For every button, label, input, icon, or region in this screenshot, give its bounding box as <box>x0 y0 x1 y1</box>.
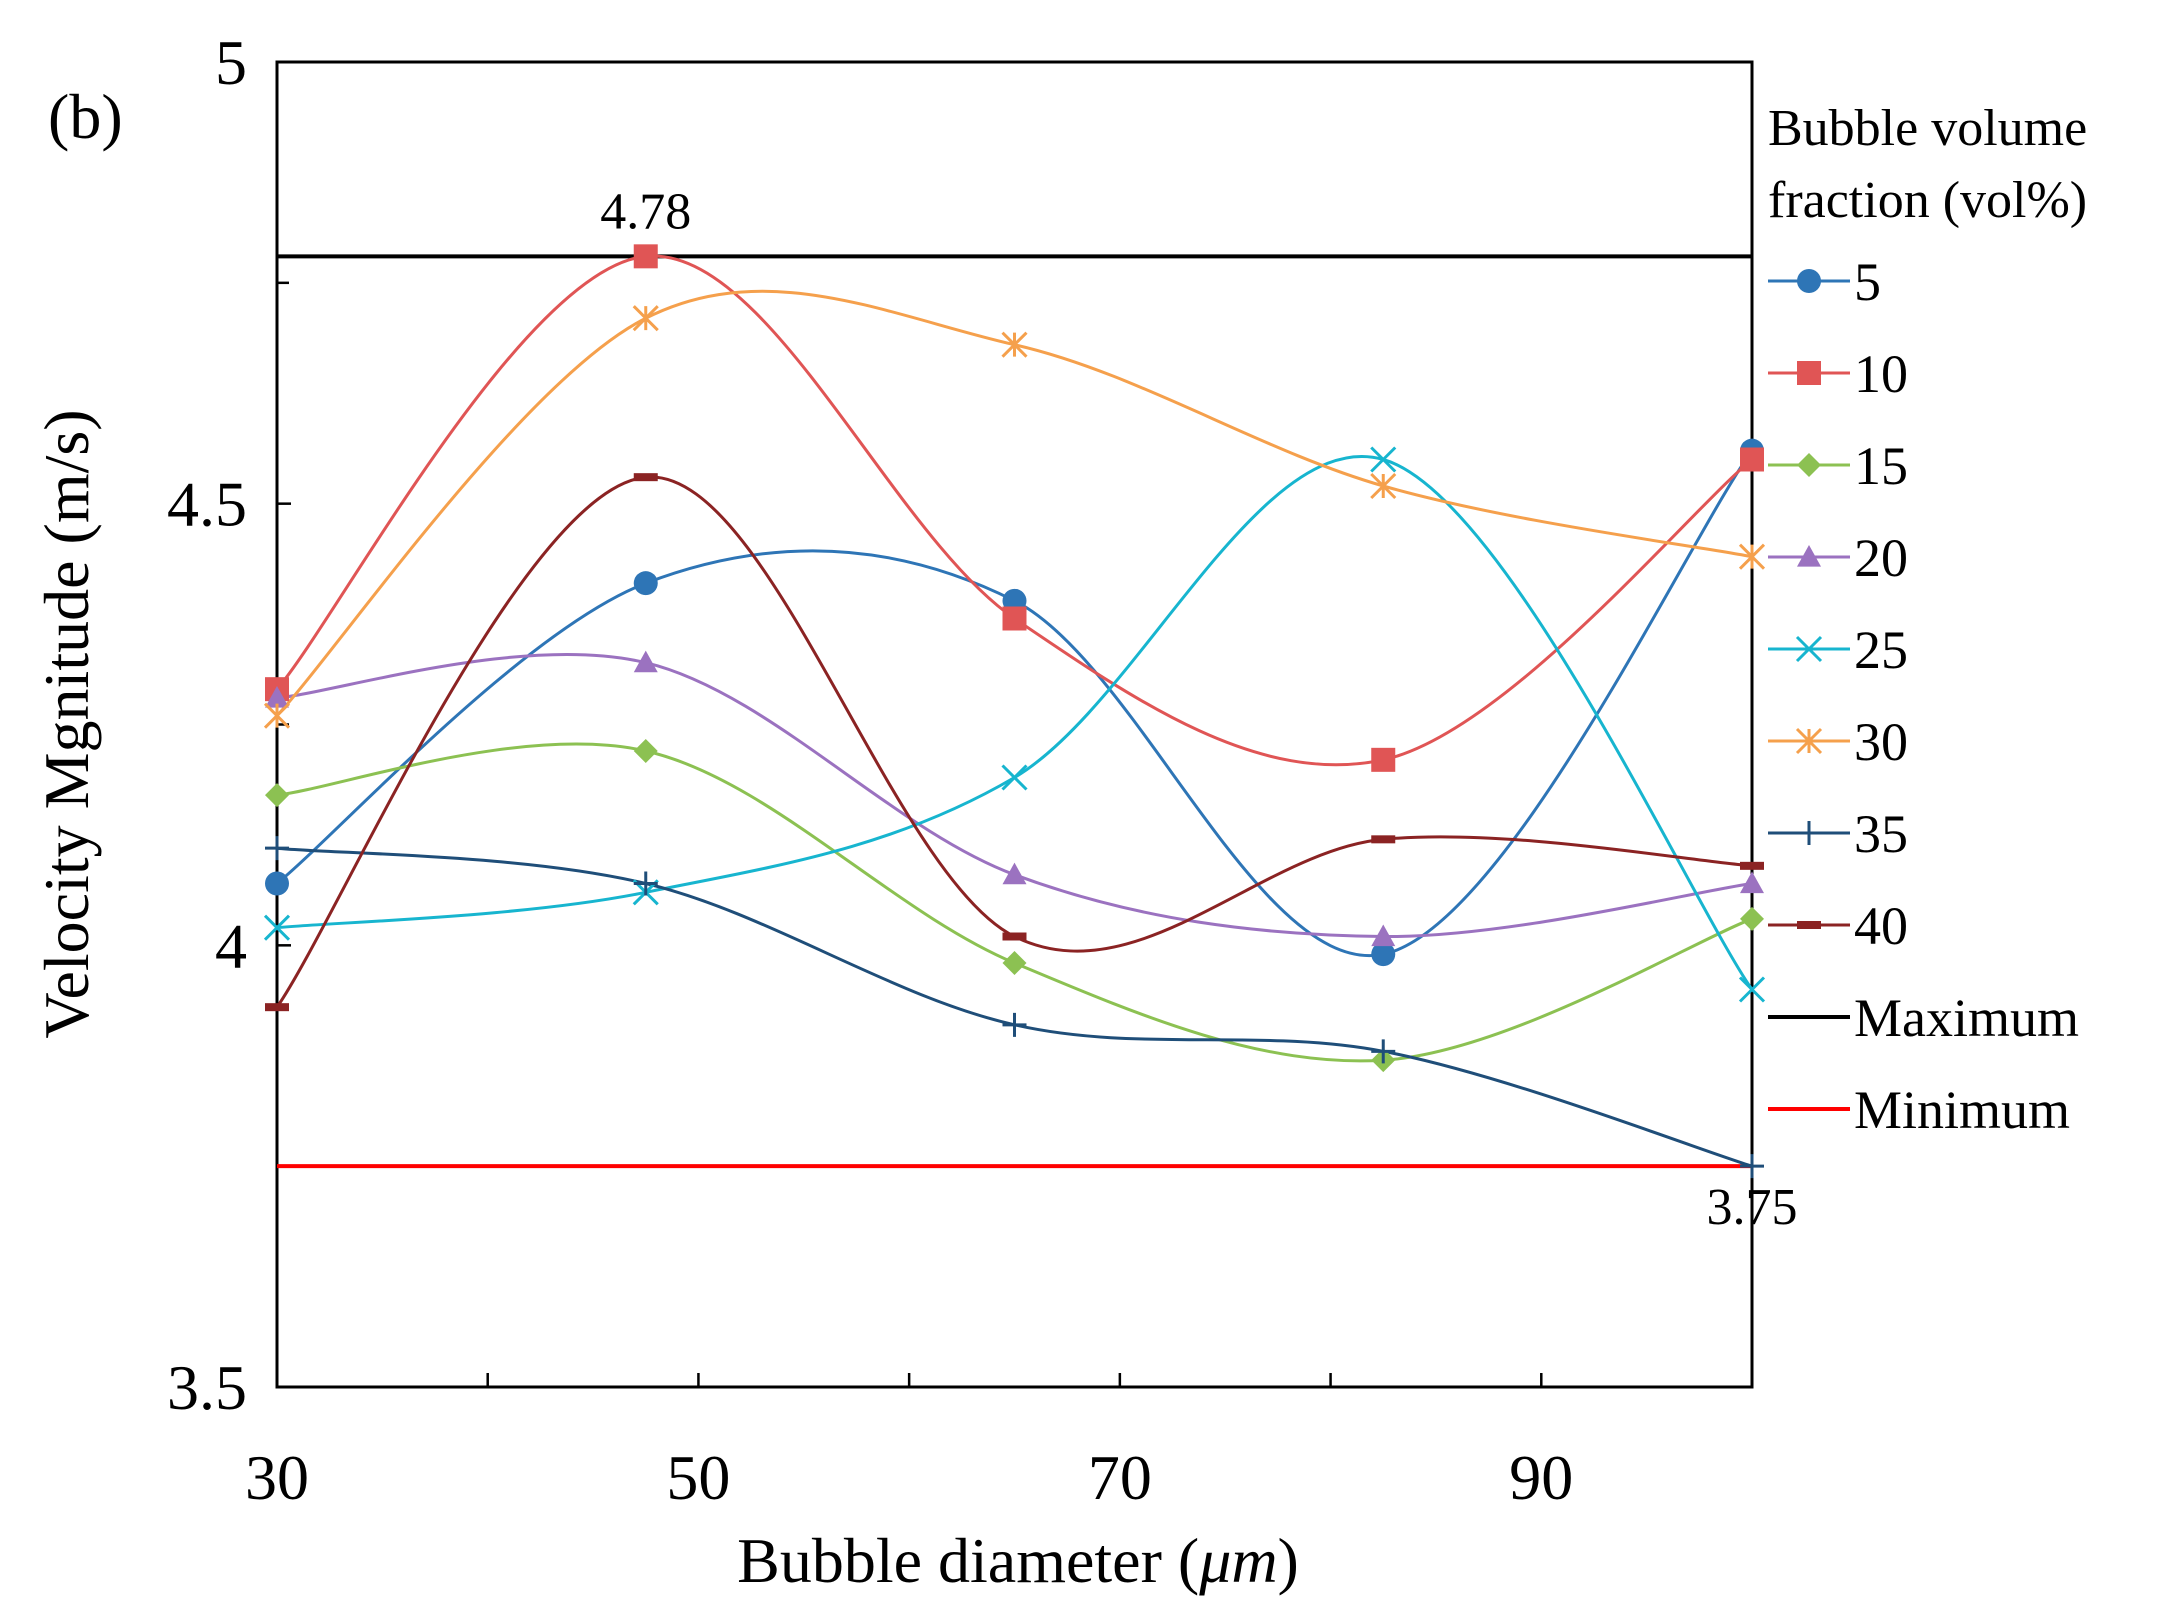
legend-label-minimum: Minimum <box>1854 1080 2070 1140</box>
series-10-point-4 <box>1371 747 1396 772</box>
legend-label-25: 25 <box>1854 620 1908 680</box>
legend-marker-35 <box>1797 821 1821 845</box>
x-tick-label: 50 <box>666 1442 730 1513</box>
legend-marker-10 <box>1797 361 1821 385</box>
series-30-point-5 <box>1738 543 1766 570</box>
series-line-35 <box>276 846 1753 1168</box>
legend-item-10: 10 <box>1768 344 1908 404</box>
series-30-point-4 <box>1370 472 1397 500</box>
series-25-point-4 <box>1370 446 1397 473</box>
series-25-point-5 <box>1738 976 1766 1003</box>
legend-item-20: 20 <box>1768 528 1908 588</box>
x-tick-label: 70 <box>1088 1442 1152 1513</box>
series-line-40 <box>275 475 1753 1009</box>
legend-item-30: 30 <box>1768 712 1908 772</box>
series-30-point-2 <box>632 305 659 332</box>
legend-label-40: 40 <box>1854 896 1908 956</box>
series-line-25 <box>276 455 1754 991</box>
series-15-point-1 <box>265 783 289 808</box>
series-20-point-5 <box>1740 871 1764 894</box>
panel-label: (b) <box>48 81 123 152</box>
legend-item-minimum: Minimum <box>1768 1080 2070 1140</box>
y-tick-label: 5 <box>215 27 247 98</box>
series-30-point-1 <box>263 702 291 729</box>
y-axis-title: Velocity Mgnitude (m/s) <box>31 409 102 1038</box>
legend-label-5: 5 <box>1854 252 1881 312</box>
series-10-point-3 <box>1002 606 1027 631</box>
series-40-point-1 <box>265 1003 289 1012</box>
legend-marker-30 <box>1795 727 1823 755</box>
legend-item-5: 5 <box>1768 252 1881 312</box>
y-tick-label: 4.5 <box>167 469 247 540</box>
axis-ticks: 30 50 70 90 3.5 4 4.5 5 <box>167 27 1573 1513</box>
legend-marker-40 <box>1797 921 1821 929</box>
legend-items: 5 10 15 20 25 30 35 40 Maximum Minimum <box>1768 252 2079 1140</box>
x-axis-title-close: ) <box>1278 1525 1299 1596</box>
legend-label-30: 30 <box>1854 712 1908 772</box>
series-25-point-3 <box>1001 764 1028 791</box>
series-line-5 <box>276 449 1754 958</box>
legend-label-10: 10 <box>1854 344 1908 404</box>
legend-title-line2: fraction (vol%) <box>1768 172 2087 229</box>
y-tick-label: 3.5 <box>167 1352 247 1423</box>
legend-marker-5 <box>1797 269 1821 293</box>
legend-item-35: 35 <box>1768 804 1908 864</box>
series-line-10 <box>275 254 1753 767</box>
series-40-point-5 <box>1740 861 1764 870</box>
legend-label-20: 20 <box>1854 528 1908 588</box>
series-5-point-1 <box>265 871 289 896</box>
series-10-point-2 <box>633 244 658 269</box>
y-tick-label: 4 <box>215 910 247 981</box>
legend-item-15: 15 <box>1768 436 1908 496</box>
legend-label-maximum: Maximum <box>1854 988 2079 1048</box>
series-markers <box>263 244 1766 1179</box>
series-15-point-3 <box>1002 951 1027 975</box>
x-axis-title-unit: μm <box>1198 1525 1277 1596</box>
legend-marker-15 <box>1797 453 1821 477</box>
series-10-point-5 <box>1740 447 1764 472</box>
series-40-point-3 <box>1002 932 1027 941</box>
legend-item-25: 25 <box>1768 620 1908 680</box>
series-20-point-3 <box>1002 862 1027 885</box>
series-25-point-1 <box>263 914 291 941</box>
series-40-point-2 <box>633 473 658 482</box>
legend-label-35: 35 <box>1854 804 1908 864</box>
series-line-20 <box>276 652 1753 939</box>
legend-item-maximum: Maximum <box>1768 988 2079 1048</box>
legend: Bubble volume fraction (vol%) 5 10 15 20 25 3… <box>1768 100 2087 1140</box>
series-35-point-1 <box>265 836 289 861</box>
reference-lines <box>277 254 1752 1169</box>
series-35-point-2 <box>633 871 658 896</box>
x-tick-label: 30 <box>245 1442 309 1513</box>
series-35-point-4 <box>1371 1039 1396 1064</box>
legend-marker-25 <box>1795 635 1823 663</box>
annotation-label: 4.78 <box>600 183 691 240</box>
plot-frame <box>275 60 1754 1389</box>
series-lines <box>275 254 1754 1168</box>
series-5-point-2 <box>633 571 658 596</box>
series-15-point-2 <box>633 739 658 763</box>
x-tick-label: 90 <box>1509 1442 1573 1513</box>
legend-title-line1: Bubble volume <box>1768 100 2087 157</box>
series-40-point-4 <box>1371 835 1396 844</box>
series-5-point-4 <box>1371 942 1396 967</box>
series-20-point-2 <box>633 650 658 673</box>
annotation-label: 3.75 <box>1707 1179 1798 1236</box>
annotations: 4.78 3.75 <box>600 183 1797 1236</box>
legend-marker-20 <box>1797 545 1821 567</box>
x-axis-title: Bubble diameter (μm) <box>737 1525 1299 1596</box>
series-20-point-1 <box>265 686 289 708</box>
series-35-point-5 <box>1740 1154 1764 1179</box>
legend-label-15: 15 <box>1854 436 1908 496</box>
series-35-point-3 <box>1002 1012 1027 1037</box>
series-line-30 <box>275 289 1753 717</box>
series-30-point-3 <box>1001 331 1028 358</box>
series-15-point-5 <box>1740 906 1764 931</box>
series-20-point-4 <box>1371 924 1396 947</box>
legend-item-40: 40 <box>1768 896 1908 956</box>
x-axis-title-main: Bubble diameter ( <box>737 1525 1199 1596</box>
